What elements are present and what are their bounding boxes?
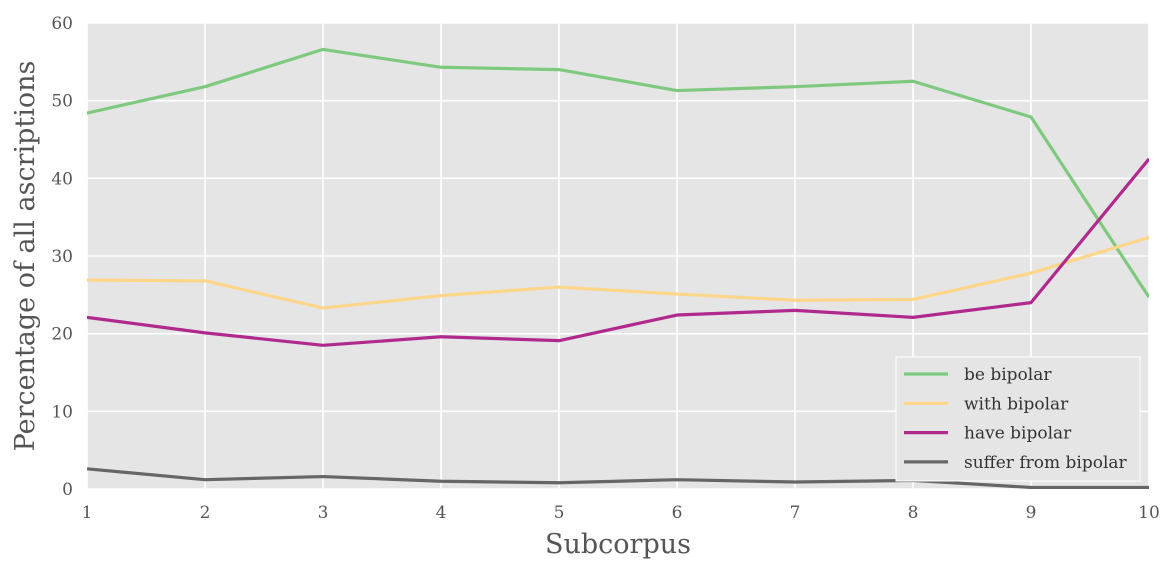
y-tick-labels: 0 10 20 30 40 50 60 — [51, 14, 73, 500]
series-line-with-bipolar — [87, 235, 1149, 310]
x-tick-label: 9 — [1026, 503, 1037, 523]
legend-label-suffer-from-bipolar: suffer from bipolar — [964, 453, 1128, 473]
x-tick-label: 2 — [200, 503, 211, 523]
y-tick-label: 20 — [51, 325, 73, 345]
x-tick-label: 10 — [1138, 503, 1160, 523]
x-tick-label: 6 — [672, 503, 683, 523]
y-tick-label: 10 — [51, 402, 73, 422]
x-tick-label: 1 — [82, 503, 93, 523]
y-tick-label: 40 — [51, 169, 73, 189]
x-tick-label: 4 — [436, 503, 447, 523]
x-tick-label: 8 — [908, 503, 919, 523]
legend-label-be-bipolar: be bipolar — [964, 365, 1052, 385]
legend-label-have-bipolar: have bipolar — [964, 424, 1072, 444]
x-tick-label: 3 — [318, 503, 329, 523]
y-tick-label: 0 — [62, 480, 73, 500]
y-axis-label: Percentage of all ascriptions — [10, 61, 41, 452]
series-line-be-bipolar — [87, 47, 1149, 299]
series-lines — [87, 47, 1149, 489]
legend: be bipolar with bipolar have bipolar suffer… — [895, 356, 1141, 482]
x-axis-label: Subcorpus — [545, 529, 691, 560]
y-tick-label: 60 — [51, 14, 73, 34]
series-line-have-bipolar — [87, 157, 1149, 347]
x-tick-labels: 1 2 3 4 5 6 7 8 9 10 — [82, 503, 1160, 523]
y-tick-label: 30 — [51, 247, 73, 267]
series-line-suffer-from-bipolar — [87, 467, 1149, 489]
y-tick-label: 50 — [51, 92, 73, 112]
x-tick-label: 5 — [554, 503, 565, 523]
legend-label-with-bipolar: with bipolar — [964, 394, 1069, 414]
x-tick-label: 7 — [790, 503, 801, 523]
grid-lines — [86, 22, 1150, 490]
